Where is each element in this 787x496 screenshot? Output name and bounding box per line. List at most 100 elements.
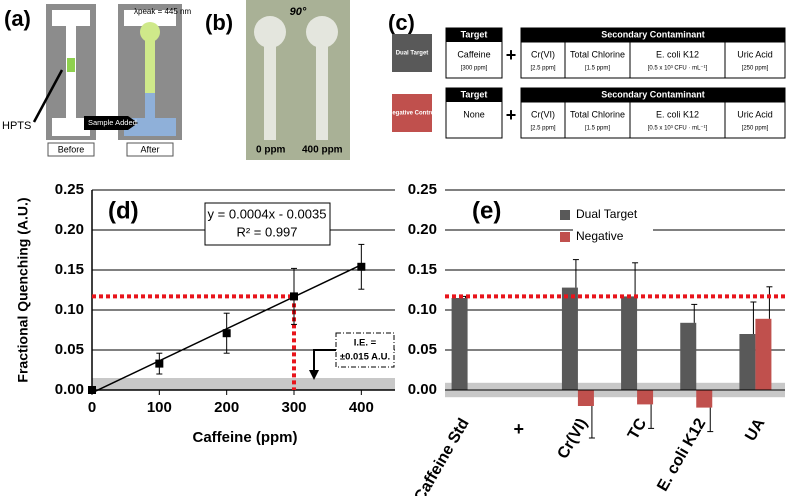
device-channel [52,118,90,136]
x-tick-label: UA [742,415,769,444]
conc-label: 0 ppm [256,145,286,156]
swatch-label: Negative Control [388,111,436,117]
table-header [446,88,502,102]
panel-a: (a) HPTS λpeak = 445 nm Sample Added Bef… [2,4,191,157]
x-tick-label: 300 [281,399,306,416]
conc-text: [0.5 x 10³ CFU · mL⁻¹] [648,66,708,72]
swatch-label: Dual Target [396,51,429,57]
y-tick-label: 0.05 [408,341,437,358]
table-header [446,28,502,42]
bar [696,390,713,408]
conc-text: [0.5 x 10³ CFU · mL⁻¹] [648,126,708,132]
point [88,386,96,394]
y-tick-label: 0.15 [55,261,84,278]
device-channel [52,10,90,26]
y-tick-label: 0.00 [55,381,84,398]
panel-label: (a) [4,6,31,31]
y-axis-label: Fractional Quenching (A.U.) [15,197,31,382]
band [92,378,395,390]
conc-text: [2.5 ppm] [530,126,555,132]
annotation-text: ±0.015 A.U. [340,352,390,363]
plus: + [506,45,517,65]
table-cell [724,41,786,79]
angle-label: 90° [290,6,307,18]
bar [755,318,772,390]
conc-text: [1.5 ppm] [585,66,610,72]
arrow [84,116,138,130]
y-tick-label: 0.20 [55,221,84,238]
bar [561,287,578,390]
table-header [521,28,785,42]
legend-bg [573,229,653,245]
device-shape [316,40,328,140]
device-shape [254,16,286,48]
y-tick-label: 0.25 [408,181,437,198]
glow [140,22,160,42]
conc-text: [250 ppm] [742,126,769,132]
equation-box [204,202,331,246]
point [155,359,164,368]
bar [577,390,594,406]
hpts-label: HPTS [2,120,31,132]
bar [680,322,697,390]
device-channel [66,26,76,126]
target-text: Caffeine [457,49,490,59]
panel-label: (c) [388,10,415,35]
device-shape [264,40,276,140]
arrow [32,69,64,123]
point [290,292,298,301]
bar [621,296,638,390]
contaminant-name: E. coli K12 [656,109,699,119]
contaminant-name: Total Chlorine [570,49,625,59]
device-shape [306,16,338,48]
swatch [392,34,432,72]
header-text: Target [461,29,488,39]
y-tick-label: 0.00 [408,381,437,398]
legend-bg [573,207,653,223]
x-tick-label: Cr(VI) [555,416,592,462]
x-tick-label: TC [625,415,651,442]
sample-label: Sample Added [88,118,137,127]
table-header [521,88,785,102]
r-squared: R² = 0.997 [236,224,297,239]
contaminant-name: Uric Acid [737,109,773,119]
y-tick-label: 0.20 [408,221,437,238]
hpts-spot [67,58,75,72]
x-tick-label: 100 [147,399,172,416]
chart-title: (e) [472,197,501,224]
legend-swatch [560,210,570,220]
lambda-label: λpeak = 445 nm [134,7,191,16]
conc-text: [250 ppm] [742,66,769,72]
annotation-text: I.E. = [354,338,377,349]
x-tick-label: Caffeine Std [411,416,472,496]
conc-text: [2.5 ppm] [530,66,555,72]
plus: + [506,105,517,125]
chart-title: (d) [108,197,139,224]
bar [637,390,654,405]
bar [739,334,756,390]
y-tick-label: 0.15 [408,261,437,278]
contaminant-name: Cr(VI) [531,49,555,59]
chart-d: 0.00 0.05 0.10 0.15 0.20 0.25 0 100 200 300 400 y =… [15,181,395,446]
header-text: Target [461,89,488,99]
annotation-arrow [313,349,336,372]
label-box [47,142,95,157]
panel-label: (b) [205,10,233,35]
before-label: Before [58,144,85,154]
conc-label: 400 ppm [302,145,343,156]
target-text: None [463,109,485,119]
table-cell [724,101,786,139]
x-tick-label: 200 [214,399,239,416]
x-tick-label: 0 [88,399,96,416]
point [222,329,231,338]
header-text: Secondary Contaminant [601,89,705,99]
contaminant-name: Total Chlorine [570,109,625,119]
header-text: Secondary Contaminant [601,29,705,39]
annotation-box [335,332,395,368]
legend-swatch [560,232,570,242]
point [357,262,366,271]
x-tick-label: 400 [349,399,374,416]
panel-c: (c) Dual Target Target Caffeine [300 ppm] + S… [388,10,786,139]
swatch [392,94,432,132]
